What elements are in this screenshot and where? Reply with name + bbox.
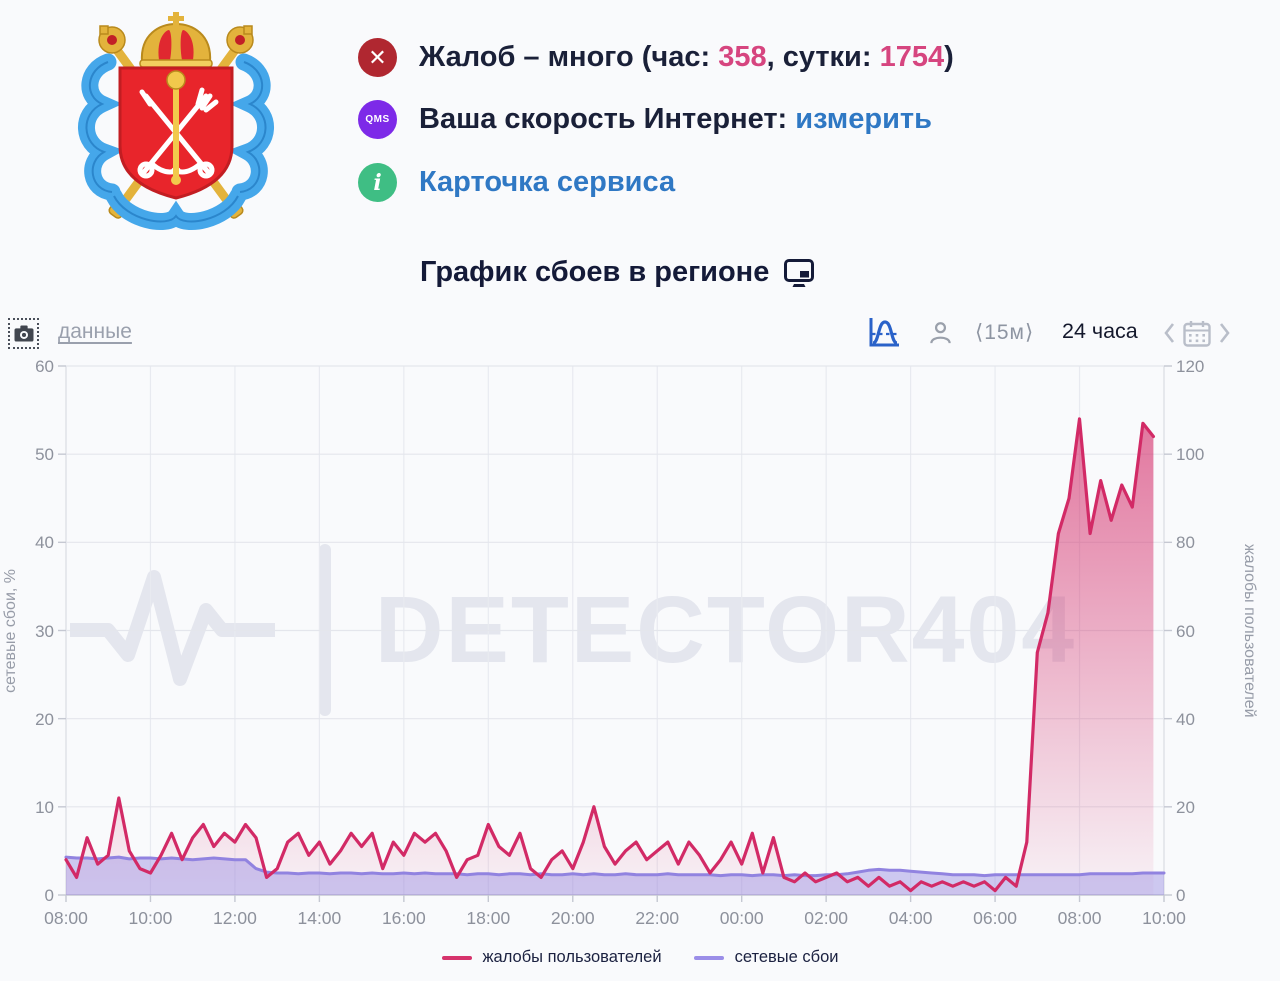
left-tick-label: 60 [35,357,54,376]
interval-selector[interactable]: ⟨15м⟩ [975,321,1035,344]
left-tick-label: 40 [35,533,54,553]
complaints-alert-row: ✕ Жалоб – много (час: 358, сутки: 1754) [358,38,954,77]
left-tick-label: 10 [35,797,54,817]
time-range-label: 24 часа [1062,319,1138,343]
right-axis-title: жалобы пользователей [1241,543,1258,718]
x-tick-label: 14:00 [297,908,342,928]
coat-of-arms [78,12,274,230]
screenshot-button[interactable] [8,318,39,349]
right-tick-label: 0 [1176,886,1186,905]
x-tick-label: 00:00 [719,908,764,928]
x-tick-label: 22:00 [635,908,680,928]
monitor-icon [784,258,815,287]
x-tick-label: 02:00 [804,908,849,928]
legend-item[interactable]: жалобы пользователей [441,948,662,967]
speed-test-label: Ваша скорость Интернет: [419,103,796,135]
right-tick-label: 60 [1176,621,1195,641]
right-tick-label: 100 [1176,445,1205,465]
left-tick-label: 0 [44,886,54,905]
complaints-alert-text: Жалоб – много (час: 358, сутки: 1754) [419,41,954,73]
complaints-day-count: 1754 [879,41,945,73]
calendar-icon[interactable] [1182,319,1212,348]
x-tick-label: 08:00 [44,908,88,928]
x-tick-label: 06:00 [973,908,1017,928]
chevron-right-icon[interactable] [1218,322,1231,344]
x-tick-label: 08:00 [1057,908,1102,928]
chart-legend: жалобы пользователей сетевые сбои [0,948,1280,967]
x-tick-label: 18:00 [466,908,511,928]
service-card-link[interactable]: Карточка сервиса [419,166,676,198]
legend-swatch [441,955,472,960]
complaints-hour-count: 358 [718,41,767,73]
x-tick-label: 16:00 [381,908,426,928]
legend-item[interactable]: сетевые сбои [693,948,839,967]
legend-label: жалобы пользователей [482,948,662,966]
left-tick-label: 20 [35,709,54,729]
legend-label: сетевые сбои [734,948,839,966]
outage-chart-svg[interactable] [58,365,1172,902]
speed-test-row: QMS Ваша скорость Интернет: измерить [358,100,932,139]
x-tick-label: 04:00 [888,908,933,928]
data-link[interactable]: данные [58,320,132,343]
right-tick-label: 40 [1176,709,1195,729]
chart-title: График сбоев в регионе [420,256,770,288]
left-tick-label: 30 [35,621,54,641]
legend-swatch [693,955,724,960]
camera-icon [14,325,33,342]
service-card-row: i Карточка сервиса [358,163,675,202]
user-icon[interactable] [928,320,953,345]
qms-badge-icon: QMS [358,100,397,139]
x-tick-label: 20:00 [550,908,595,928]
right-tick-label: 20 [1176,797,1195,817]
info-badge-icon: i [358,163,397,202]
x-tick-label: 10:00 [1142,908,1186,928]
chevron-left-icon[interactable] [1163,322,1176,344]
x-tick-label: 10:00 [128,908,173,928]
x-tick-label: 12:00 [213,908,257,928]
right-tick-label: 120 [1176,357,1205,376]
right-tick-label: 80 [1176,533,1195,553]
left-tick-label: 50 [35,445,54,465]
error-badge-icon: ✕ [358,38,397,77]
distribution-chart-icon[interactable] [866,314,902,350]
speed-test-link[interactable]: измерить [795,103,932,135]
